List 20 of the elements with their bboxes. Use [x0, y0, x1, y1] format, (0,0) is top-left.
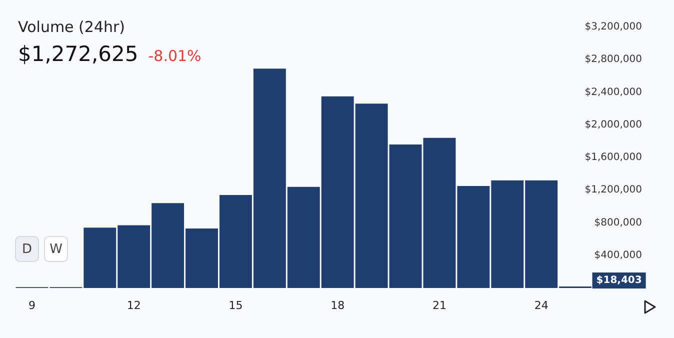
annotation: -8.01% — [148, 47, 202, 65]
x-tick-label: 24 — [534, 299, 548, 312]
y-tick-label: $800,000 — [594, 217, 642, 228]
text: $1,272,625 — [18, 42, 138, 66]
x-tick-label: 18 — [330, 299, 345, 312]
x-tick-label: 12 — [126, 299, 141, 312]
x-tick-label: 15 — [228, 299, 243, 312]
y-tick-label: $2,000,000 — [584, 119, 642, 130]
y-tick-label: $2,800,000 — [584, 54, 642, 66]
y-tick-label: $1,600,000 — [584, 152, 642, 163]
toggle-button: W — [44, 236, 68, 262]
chart-title: Volume (24hr) — [18, 18, 126, 36]
y-tick-label: $400,000 — [594, 250, 642, 261]
y-tick-label: $2,400,000 — [584, 86, 642, 98]
x-tick-label: 21 — [432, 299, 446, 312]
y-tick-label: $1,200,000 — [584, 184, 642, 196]
x-tick-label: 9 — [28, 299, 36, 312]
toggle-button: D — [15, 236, 39, 262]
annotation: $18,403 — [596, 275, 642, 286]
y-tick-label: $3,200,000 — [584, 22, 642, 32]
